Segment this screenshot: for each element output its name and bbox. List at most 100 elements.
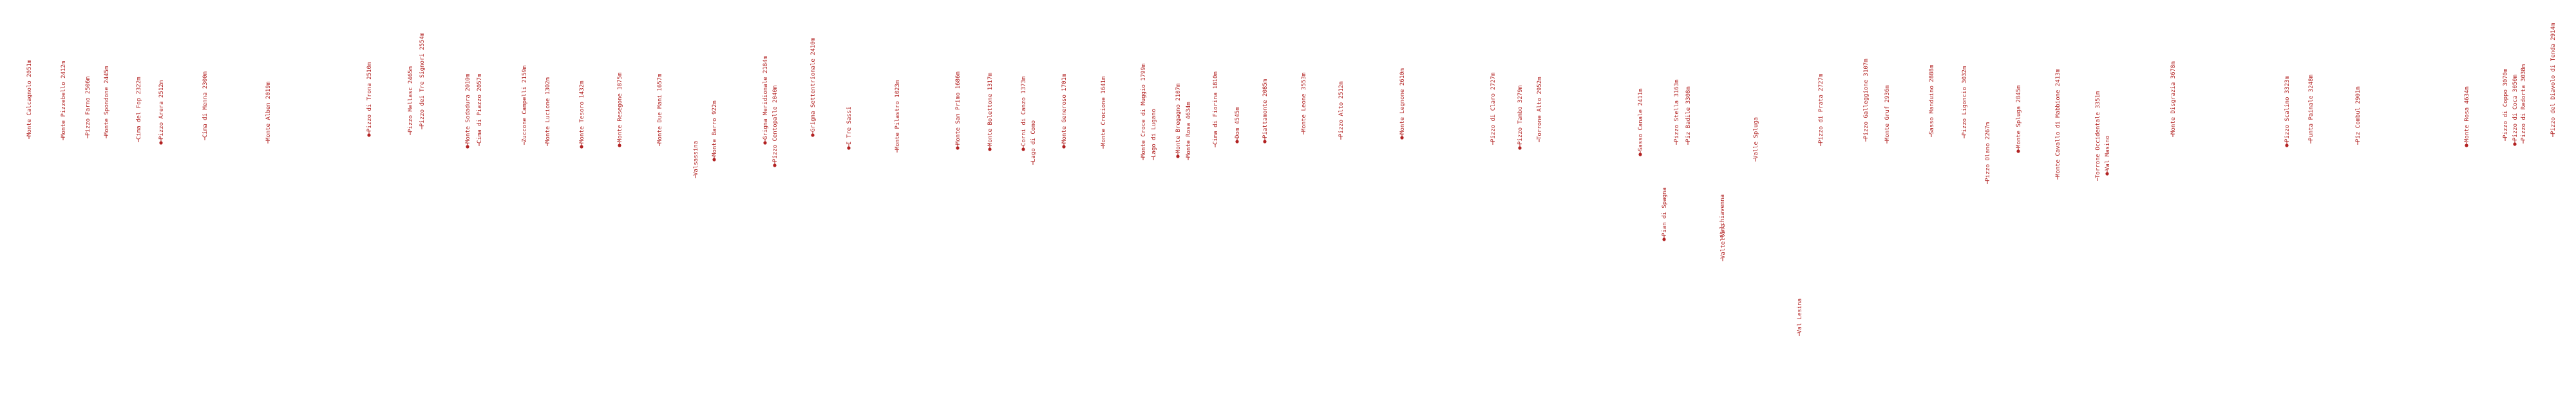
peak-label: Pizzo Arera 2512m [158,80,165,145]
peak-marker [1062,145,1066,149]
peak-label: Monte Spondone 2445m [104,66,110,138]
peak-label: Grigna Meridionale 2184m [762,56,769,145]
peak-name: Lago di Como [1030,120,1037,162]
peak-name: Cima di Fiorina 1810m [1213,71,1219,145]
peak-label: Lago di Como [1030,120,1037,165]
peak-marker [712,158,716,162]
peak-label: Pizzo Olano 2267m [1985,122,1991,184]
peak-label: Monte Barro 922m [712,100,718,162]
peak-name: Pizzo Scalino 3323m [2284,76,2291,142]
peak-label: Piattamonte 2085m [1262,79,1269,144]
peak-marker [2105,172,2109,176]
peak-name: Pizzo Alto 2512m [1338,81,1345,137]
peak-label: Pizzo di Prata 2727m [1818,74,1824,146]
peak-name: Pizzo Tambo 3279m [1517,86,1524,145]
peak-name: Grigna Meridionale 2184m [762,56,769,140]
peak-label: Pizzo Centopalle 2040m [772,86,779,167]
peak-name: Pizzo Olano 2267m [1985,122,1991,181]
peak-name: Corni di Canzo 1373m [1021,77,1027,146]
peak-label: Monte Generoso 1701m [1061,74,1068,149]
peak-marker [847,146,851,150]
peak-name: Pizzo Ligoncio 3032m [1962,66,1968,136]
peak-label: Monte Spluga 2845m [2016,85,2022,153]
peak-label: Cima di Fiorina 1810m [1213,71,1219,147]
peak-label: Monte Sodadura 2010m [465,74,471,149]
peak-name: Pizzo Galleggione 3107m [1863,59,1870,139]
peak-marker [773,163,777,167]
peak-name: Pizzo di Coppo 3070m [2503,69,2509,138]
peak-marker [1518,146,1522,150]
peak-name: Pizzo Mellasc 2465m [408,66,414,133]
peak-name: Monte San Primo 1686m [955,71,961,145]
peak-name: Monte Croce di Muggio 1799m [1141,64,1147,158]
peak-name: Pizzo di Coca 3050m [2512,75,2519,141]
peak-label: Pizzo Galleggione 3107m [1863,59,1870,142]
peak-label: Pizzo Stella 3163m [1674,79,1680,145]
peak-name: Pian di Spagna [1662,187,1668,236]
peak-label: Punta Painale 3248m [2308,75,2315,144]
peak-name: Monte Crocione 1641m [1101,77,1107,146]
peak-name: Monte Tesoro 1432m [579,80,585,144]
peak-label: Pizzo di Coppo 3070m [2503,69,2509,141]
peak-name: Pizzo Centopalle 2040m [772,86,779,162]
peak-name: Pizzo di Trona 2510m [366,62,373,132]
peak-name: Valchiavenna [1719,194,1726,236]
peak-label: Monte Disgrazia 3678m [2170,61,2177,137]
peak-label: Sasso Manduino 2888m [1929,65,1935,137]
peak-name: Cima del Fop 2322m [136,77,142,140]
peak-label: Torrone Alto 2952m [1537,77,1543,142]
peak-label: Monte Gruf 2936m [1884,85,1891,144]
peak-name: Monte Rosa 4634m [2464,86,2470,142]
peak-label: Pizzo Farno 2506m [85,77,91,138]
peak-label: Monte San Primo 1686m [955,71,961,150]
peak-label: Pizzo Scalino 3323m [2284,76,2291,147]
peak-name: Lago di Lugano [1151,109,1157,158]
peak-name: Monte Cavallo di Mabbione 2413m [2055,69,2061,177]
peak-label: Pizzo del Diavolo di Tenda 2914m [2550,23,2557,137]
peak-name: Torrone Occidentale 3351m [2095,91,2101,178]
peak-name: Pizzo dei Tre Signori 2554m [419,33,426,127]
peak-label: Pizzo Ligoncio 3032m [1962,66,1968,138]
peak-marker [811,133,815,137]
peak-marker [1021,147,1025,151]
peak-name: Pizzo di Redorta 3038m [2521,64,2527,141]
peak-name: I Tre Sassi [846,106,853,145]
peak-name: Monte Calcagnolo 2051m [26,60,33,136]
peak-name: Monte Spondone 2445m [104,66,110,136]
peak-name: Dom 4545m [1235,107,1241,138]
peak-name: Pizzo Farno 2506m [85,77,91,136]
peak-label: Monte Due Mani 1657m [657,74,663,146]
peak-label: Monte Resegone 1875m [617,73,623,147]
peak-name: Monte Legnone 2610m [1399,68,1406,135]
peak-label: Pizzo di Coca 3050m [2512,75,2519,146]
peak-label: Pian di Spagna [1662,187,1668,241]
peak-name: Monte Spluga 2845m [2016,85,2022,148]
peak-name: Pizzo di Claro 2727m [1490,73,1497,142]
peak-label: Cima di Piazzo 2057m [477,74,483,146]
peak-label: Sasso Canale 2411m [1638,88,1644,156]
peak-name: Monte Due Mani 1657m [657,74,663,144]
peak-name: Cima di Menna 2300m [202,71,209,138]
peak-name: Monte Bregagno 2107m [1175,84,1182,153]
peak-name: Sasso Manduino 2888m [1929,65,1935,135]
peak-label: Valle Spluga [1753,117,1759,162]
peak-name: Zuccone Campelli 2159m [522,66,528,142]
peak-marker [618,144,621,147]
peak-name: Val Lesina [1797,299,1803,333]
peak-name: Monte Rosa 4634m [1186,102,1192,158]
peak-label: Monte Rosa 4634m [2464,86,2470,147]
peak-marker [763,141,767,145]
peak-name: Monte Disgrazia 3678m [2170,61,2177,135]
peak-name: Pizzo Arera 2512m [158,80,165,140]
peak-label: Monte Lucione 1302m [545,77,551,146]
peak-marker [367,133,371,137]
peak-name: Monte Leone 3553m [1301,73,1307,132]
peak-label: Cima del Fop 2322m [136,77,142,142]
peak-label: Pizzo Mellasc 2465m [408,66,414,135]
peak-label: Dom 4545m [1235,107,1241,144]
peak-name: Monte Resegone 1875m [617,73,623,142]
peak-label: Pizzo dei Tre Signori 2554m [419,33,426,129]
peak-name: Valsassina [693,141,699,176]
peak-label: Lago di Lugano [1151,109,1157,160]
